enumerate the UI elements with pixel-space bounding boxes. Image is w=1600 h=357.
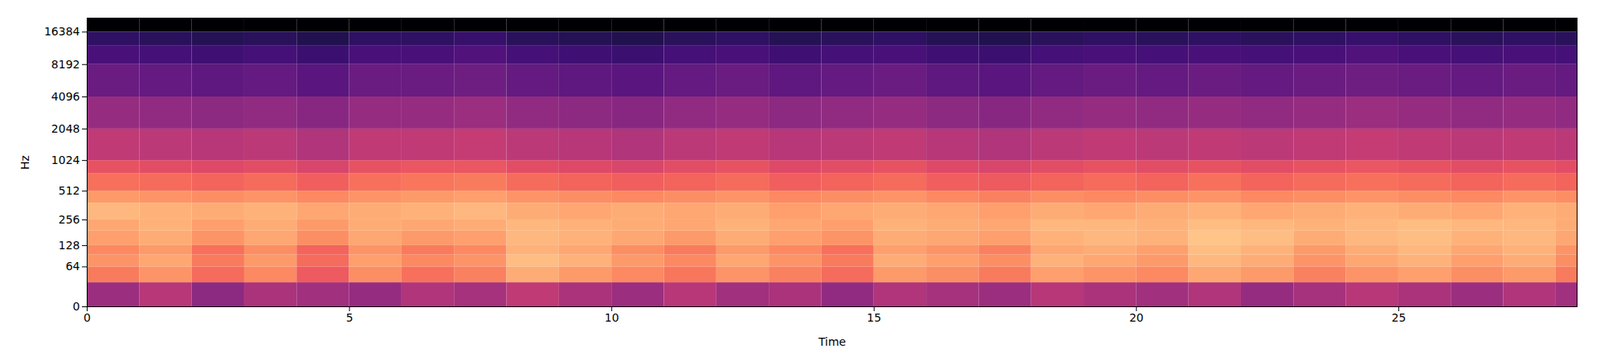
svg-text:64: 64 [65, 259, 81, 273]
svg-text:2048: 2048 [51, 122, 81, 135]
svg-text:1024: 1024 [51, 153, 81, 167]
svg-text:25: 25 [1391, 310, 1407, 324]
svg-text:16384: 16384 [44, 24, 81, 38]
svg-text:5: 5 [346, 310, 354, 324]
svg-text:15: 15 [866, 310, 882, 324]
svg-text:256: 256 [58, 212, 81, 226]
svg-text:20: 20 [1129, 310, 1144, 324]
svg-text:4096: 4096 [51, 89, 81, 103]
svg-text:512: 512 [58, 183, 81, 197]
svg-text:Time: Time [817, 334, 846, 348]
svg-text:128: 128 [58, 238, 81, 252]
svg-text:Hz: Hz [18, 155, 32, 170]
svg-text:0: 0 [73, 299, 81, 313]
svg-text:8192: 8192 [51, 57, 81, 71]
svg-text:10: 10 [604, 310, 620, 324]
svg-text:0: 0 [83, 310, 91, 324]
